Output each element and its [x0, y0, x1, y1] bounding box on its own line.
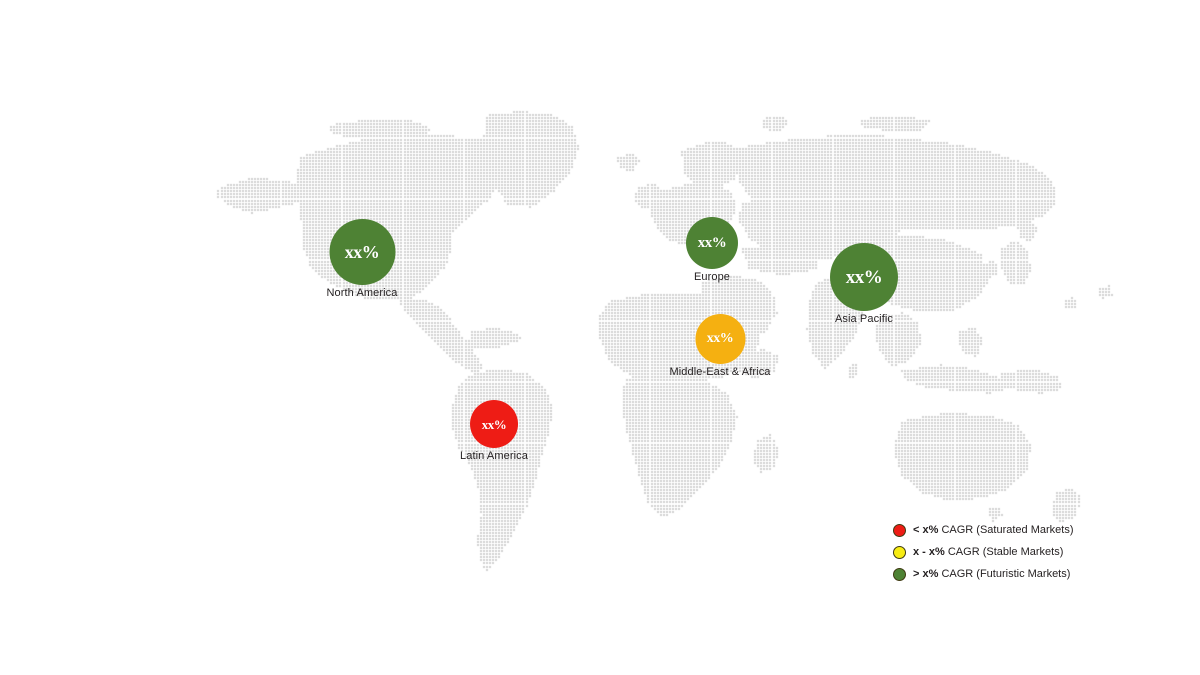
- legend-item-saturated[interactable]: < x% CAGR (Saturated Markets): [893, 519, 1093, 541]
- legend-item-stable[interactable]: x - x% CAGR (Stable Markets): [893, 541, 1093, 563]
- legend-label-futuristic: > x% CAGR (Futuristic Markets): [913, 567, 1071, 580]
- region-value-latin-america: xx%: [481, 416, 507, 432]
- legend-dot-saturated: [893, 523, 906, 537]
- region-label-latin-america: Latin America: [460, 450, 528, 462]
- legend-description-stable: CAGR (Stable Markets): [944, 545, 1064, 558]
- region-value-north-america: xx%: [344, 242, 380, 262]
- region-label-middle-east-africa: Middle-East & Africa: [669, 366, 771, 378]
- region-bubble-middle-east-africa[interactable]: xx%: [694, 314, 745, 364]
- legend-emphasis-stable: x - x%: [913, 545, 945, 558]
- region-label-europe: Europe: [693, 271, 731, 283]
- region-bubble-north-america[interactable]: xx%: [329, 219, 395, 285]
- region-marker-europe[interactable]: xx% Europe: [686, 217, 738, 283]
- region-marker-latin-america[interactable]: xx% Latin America: [460, 400, 528, 462]
- legend-dot-stable: [893, 545, 906, 559]
- region-value-middle-east-africa: xx%: [706, 331, 734, 346]
- region-label-asia-pacific: Asia Pacific: [834, 313, 894, 325]
- region-label-north-america: North America: [326, 287, 398, 299]
- region-marker-middle-east-africa[interactable]: xx% Middle-East & Africa: [669, 314, 770, 378]
- legend-dot-futuristic: [893, 567, 906, 581]
- legend: < x% CAGR (Saturated Markets) x - x% CAGR…: [893, 519, 1093, 585]
- legend-description-futuristic: CAGR (Futuristic Markets): [938, 567, 1071, 580]
- region-value-asia-pacific: xx%: [845, 266, 883, 288]
- legend-label-saturated: < x% CAGR (Saturated Markets): [913, 523, 1074, 536]
- legend-description-saturated: CAGR (Saturated Markets): [938, 523, 1074, 536]
- region-bubble-europe[interactable]: xx%: [686, 217, 738, 269]
- legend-emphasis-saturated: < x%: [913, 523, 939, 536]
- legend-label-stable: x - x% CAGR (Stable Markets): [913, 545, 1064, 558]
- legend-item-futuristic[interactable]: > x% CAGR (Futuristic Markets): [893, 563, 1093, 585]
- region-value-europe: xx%: [697, 234, 727, 251]
- region-marker-north-america[interactable]: xx% North America: [327, 219, 398, 299]
- region-bubble-latin-america[interactable]: xx%: [469, 400, 518, 448]
- region-bubble-asia-pacific[interactable]: xx%: [830, 243, 898, 311]
- legend-emphasis-futuristic: > x%: [913, 567, 939, 580]
- region-marker-asia-pacific[interactable]: xx% Asia Pacific: [830, 243, 898, 325]
